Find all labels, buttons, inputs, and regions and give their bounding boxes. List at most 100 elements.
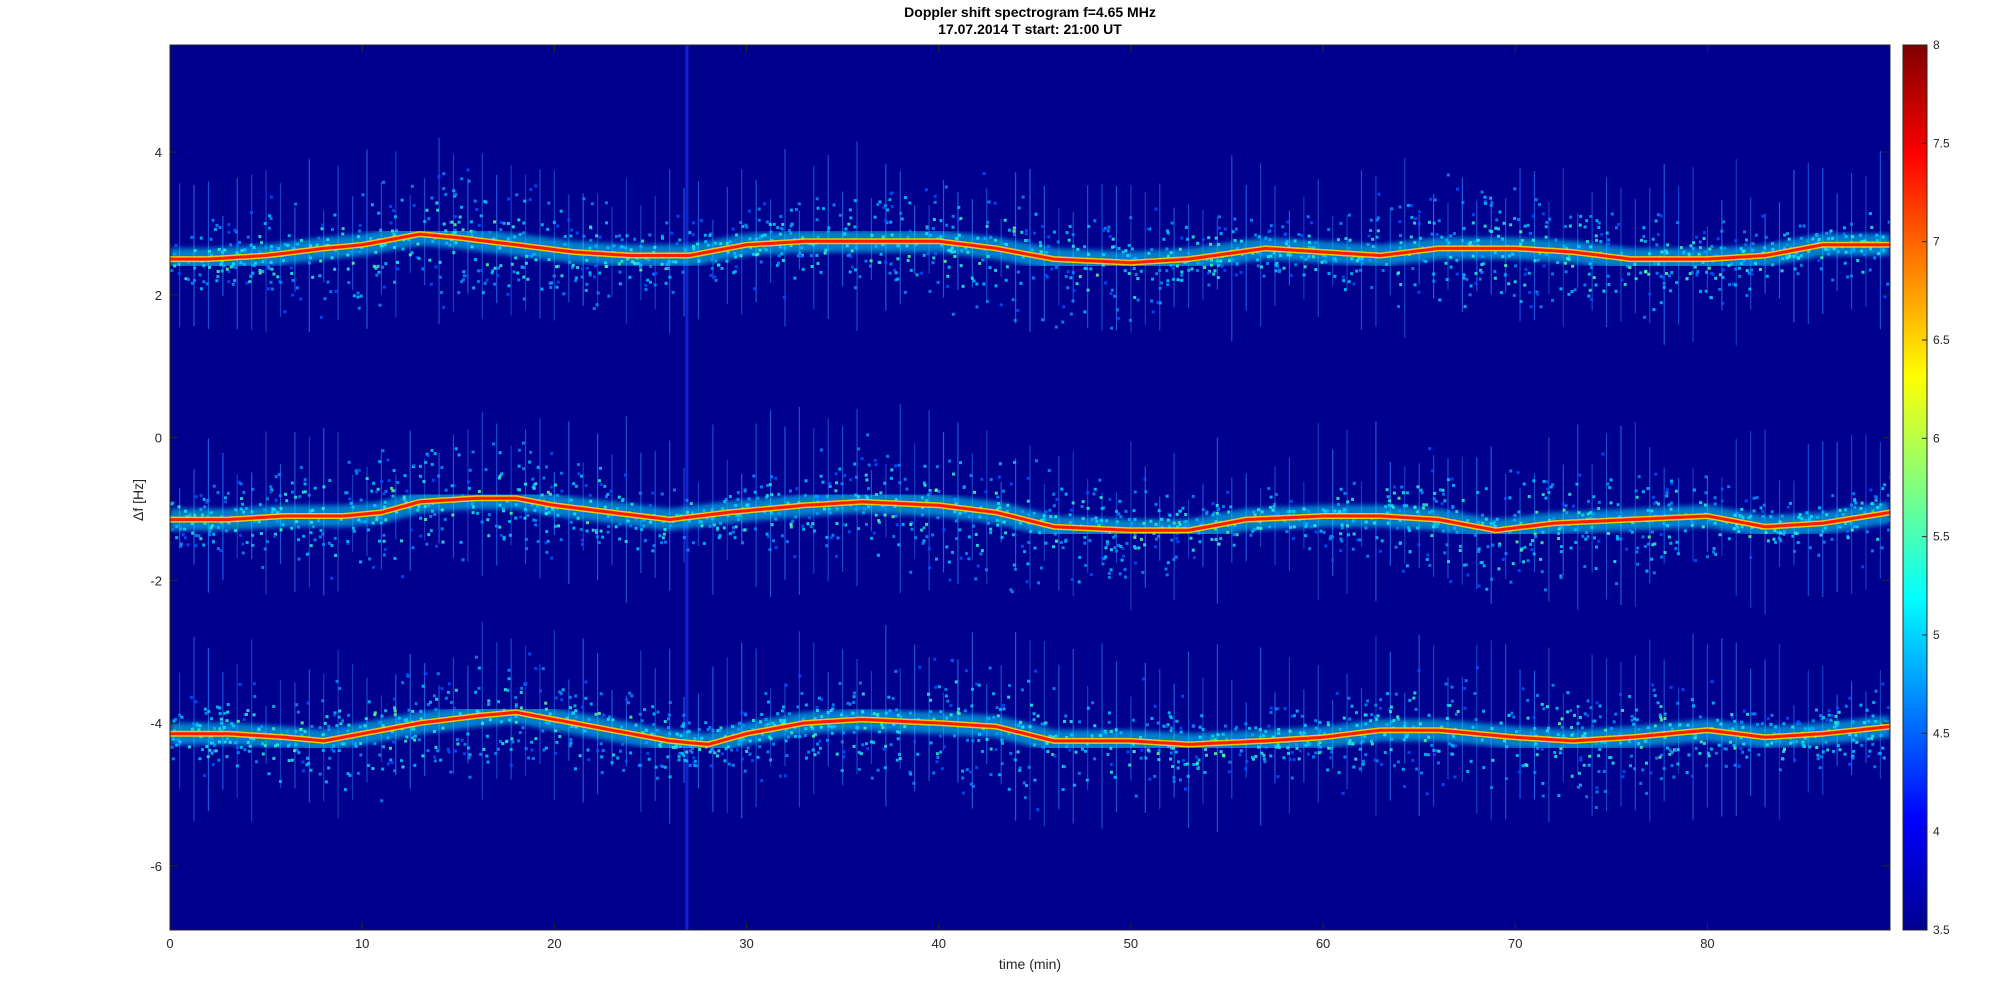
speckle: [574, 484, 578, 488]
speckle: [1485, 587, 1489, 591]
speckle: [380, 714, 384, 718]
speckle: [441, 540, 445, 544]
speckle: [934, 252, 938, 256]
speckle: [205, 500, 209, 504]
speckle: [1033, 546, 1037, 550]
speckle: [356, 771, 360, 775]
speckle: [1689, 244, 1693, 248]
speckle: [651, 705, 655, 709]
speckle: [894, 278, 898, 282]
speckle: [244, 712, 248, 716]
speckle: [1867, 754, 1871, 758]
speckle: [536, 465, 540, 469]
speckle: [381, 745, 385, 749]
speckle: [270, 287, 274, 291]
speckle: [428, 258, 432, 262]
speckle: [496, 747, 500, 751]
speckle: [1587, 272, 1591, 276]
speckle: [1704, 289, 1708, 293]
speckle: [1408, 550, 1412, 554]
speckle: [1003, 218, 1007, 222]
speckle: [959, 461, 963, 465]
speckle: [1269, 495, 1273, 499]
speckle: [1438, 298, 1442, 302]
speckle: [954, 537, 958, 541]
speckle: [346, 541, 350, 545]
speckle: [1830, 537, 1834, 541]
speckle: [446, 690, 450, 694]
speckle: [954, 519, 958, 523]
speckle: [442, 172, 446, 176]
speckle: [382, 180, 386, 184]
speckle: [434, 745, 438, 749]
speckle: [1659, 532, 1663, 536]
speckle: [437, 175, 441, 179]
speckle: [1615, 535, 1619, 539]
speckle: [962, 485, 966, 489]
speckle: [1012, 226, 1016, 230]
speckle: [1158, 286, 1162, 290]
speckle: [840, 740, 844, 744]
speckle: [887, 695, 891, 699]
speckle: [532, 483, 536, 487]
speckle: [1667, 535, 1671, 539]
speckle: [588, 273, 592, 277]
speckle: [945, 223, 949, 227]
speckle: [951, 214, 955, 218]
speckle: [1282, 266, 1286, 270]
speckle: [647, 757, 651, 761]
speckle: [1285, 529, 1289, 533]
speckle: [1514, 264, 1518, 268]
speckle: [203, 774, 207, 778]
speckle: [549, 285, 553, 289]
speckle: [556, 280, 560, 284]
speckle: [1247, 726, 1251, 730]
speckle: [1513, 280, 1517, 284]
speckle: [589, 225, 593, 229]
speckle: [808, 516, 812, 520]
speckle: [1490, 577, 1494, 581]
speckle: [1328, 537, 1332, 541]
speckle: [1109, 292, 1113, 296]
speckle: [482, 747, 486, 751]
speckle: [1793, 758, 1797, 762]
speckle: [1647, 542, 1651, 546]
speckle: [743, 489, 747, 493]
speckle: [1757, 753, 1761, 757]
speckle: [1594, 283, 1598, 287]
speckle: [1269, 505, 1273, 509]
speckle: [1599, 240, 1603, 244]
speckle: [1001, 489, 1005, 493]
speckle: [1488, 229, 1492, 233]
speckle: [290, 481, 294, 485]
speckle: [550, 451, 554, 455]
speckle: [1300, 233, 1304, 237]
speckle: [1298, 749, 1302, 753]
speckle: [1346, 239, 1350, 243]
speckle: [889, 192, 893, 196]
speckle: [1621, 775, 1625, 779]
speckle: [202, 280, 206, 284]
speckle: [661, 236, 665, 240]
speckle: [1558, 722, 1562, 726]
speckle: [1769, 722, 1773, 726]
speckle: [1411, 267, 1415, 271]
speckle: [1086, 288, 1090, 292]
speckle: [896, 257, 900, 261]
speckle: [621, 497, 625, 501]
speckle: [752, 474, 756, 478]
speckle: [1275, 261, 1279, 265]
speckle: [734, 525, 738, 529]
speckle: [961, 284, 965, 288]
speckle: [1269, 710, 1273, 714]
speckle: [212, 749, 216, 753]
speckle: [365, 477, 369, 481]
speckle: [1217, 542, 1221, 546]
speckle: [199, 287, 203, 291]
speckle: [992, 692, 996, 696]
colorbar-tick-label: 5: [1933, 628, 1940, 642]
speckle: [1613, 560, 1617, 564]
speckle: [1508, 496, 1512, 500]
speckle: [440, 527, 444, 531]
speckle: [1175, 719, 1179, 723]
